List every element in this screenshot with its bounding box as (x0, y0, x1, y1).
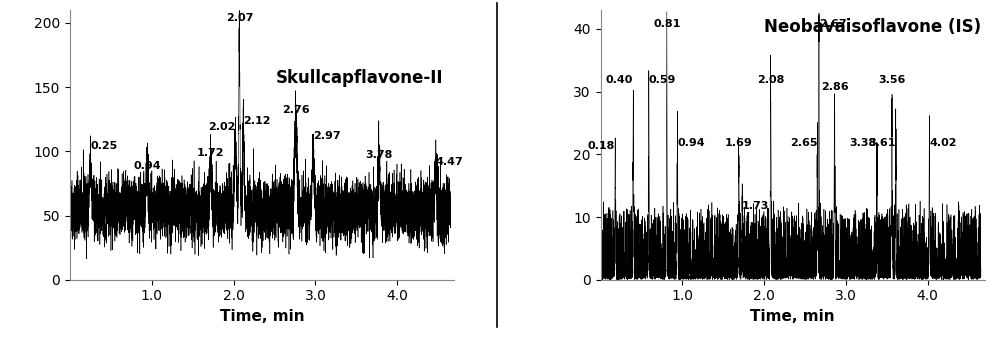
Text: 2.08: 2.08 (757, 75, 784, 85)
Text: 0.59: 0.59 (649, 75, 676, 85)
Text: 2.76: 2.76 (282, 105, 310, 115)
Text: 2.12: 2.12 (243, 116, 271, 126)
Text: 0.81: 0.81 (653, 19, 680, 29)
Text: 3.56: 3.56 (878, 75, 905, 85)
Text: 3.61: 3.61 (868, 138, 896, 148)
Text: 4.47: 4.47 (436, 157, 463, 167)
Text: 3.38: 3.38 (850, 138, 877, 148)
Text: 0.25: 0.25 (90, 141, 118, 151)
Text: 0.94: 0.94 (677, 138, 705, 148)
Text: 2.67: 2.67 (819, 19, 847, 29)
X-axis label: Time, min: Time, min (750, 309, 835, 324)
Text: 1.69: 1.69 (725, 138, 753, 148)
Text: Skullcapflavone-II: Skullcapflavone-II (275, 68, 443, 87)
Text: 4.02: 4.02 (929, 138, 957, 148)
X-axis label: Time, min: Time, min (220, 309, 305, 324)
Text: 2.07: 2.07 (226, 13, 253, 23)
Text: 0.18: 0.18 (588, 141, 615, 151)
Text: 2.02: 2.02 (208, 122, 235, 132)
Text: 3.78: 3.78 (366, 150, 393, 160)
Text: 2.97: 2.97 (313, 131, 341, 141)
Text: 1.73: 1.73 (742, 201, 769, 211)
Text: 0.94: 0.94 (133, 161, 161, 171)
Text: 1.72: 1.72 (197, 148, 224, 158)
Text: 0.40: 0.40 (606, 75, 633, 85)
Text: Neobavaisoflavone (IS): Neobavaisoflavone (IS) (764, 18, 981, 36)
Text: 2.65: 2.65 (790, 138, 817, 148)
Text: 2.86: 2.86 (821, 82, 848, 92)
